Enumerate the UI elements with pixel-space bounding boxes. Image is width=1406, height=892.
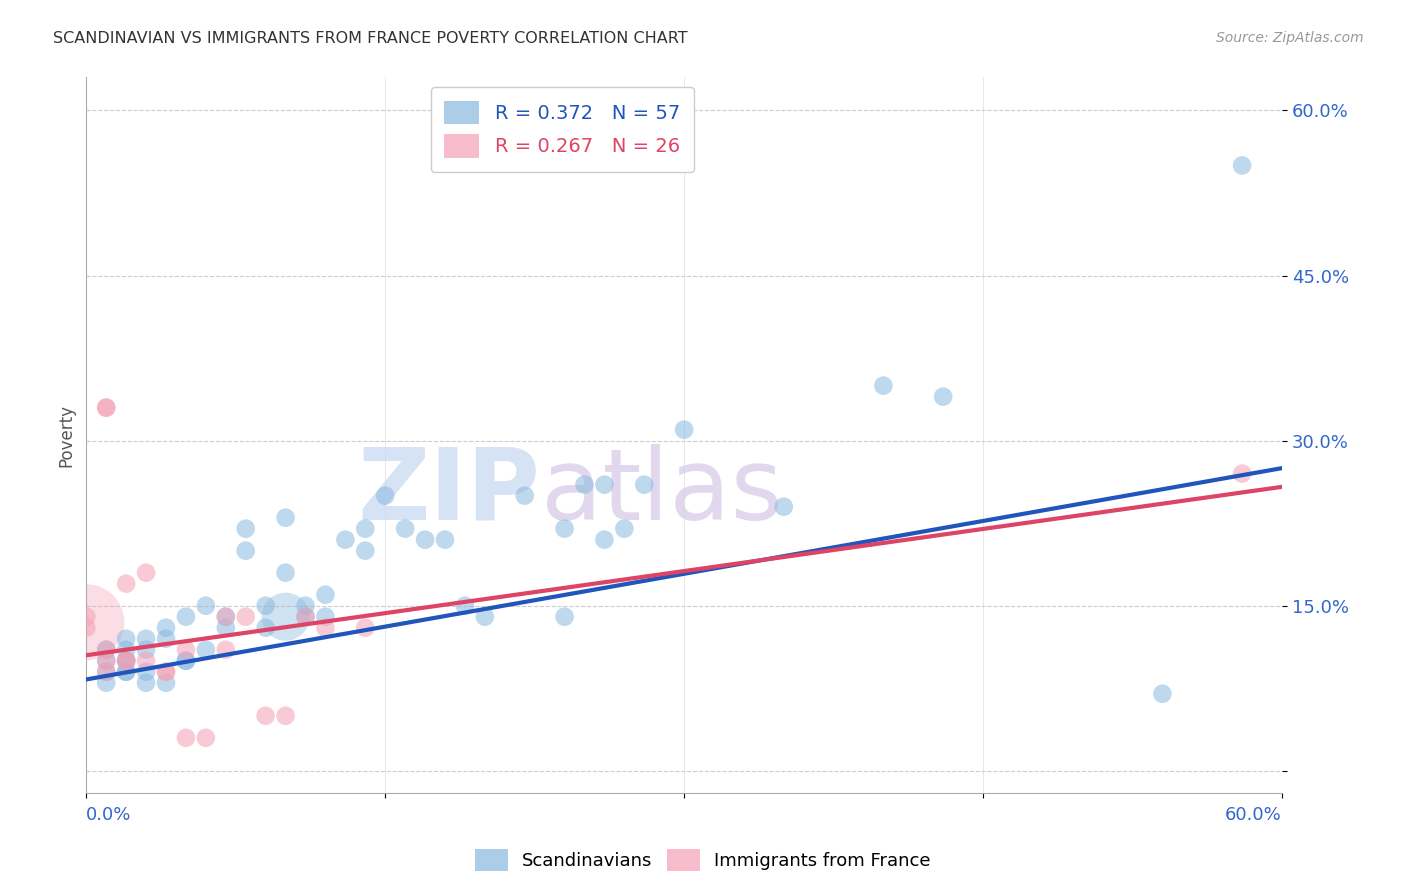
Point xyxy=(274,510,297,524)
Point xyxy=(474,609,496,624)
Point xyxy=(314,621,336,635)
Point xyxy=(135,642,157,657)
Point xyxy=(75,615,97,630)
Point xyxy=(215,621,238,635)
Point xyxy=(354,522,377,536)
Point xyxy=(314,588,336,602)
Point xyxy=(433,533,456,547)
Point xyxy=(96,665,118,679)
Point xyxy=(254,708,277,723)
Point xyxy=(235,522,257,536)
Point xyxy=(194,599,217,613)
Point xyxy=(115,654,138,668)
Point xyxy=(115,665,138,679)
Point xyxy=(254,621,277,635)
Point xyxy=(96,654,118,668)
Point xyxy=(174,731,197,745)
Point xyxy=(294,599,316,613)
Point xyxy=(96,665,118,679)
Point xyxy=(135,654,157,668)
Point xyxy=(75,609,97,624)
Point xyxy=(613,522,636,536)
Text: Source: ZipAtlas.com: Source: ZipAtlas.com xyxy=(1216,31,1364,45)
Point xyxy=(932,390,955,404)
Point xyxy=(413,533,436,547)
Point xyxy=(574,477,596,491)
Point xyxy=(96,401,118,415)
Point xyxy=(274,609,297,624)
Point xyxy=(294,609,316,624)
Point xyxy=(235,543,257,558)
Text: 0.0%: 0.0% xyxy=(86,806,132,824)
Point xyxy=(254,599,277,613)
Point xyxy=(454,599,477,613)
Point xyxy=(215,609,238,624)
Point xyxy=(1230,467,1253,481)
Point xyxy=(554,522,576,536)
Point xyxy=(135,632,157,646)
Point xyxy=(96,642,118,657)
Point xyxy=(115,654,138,668)
Legend: R = 0.372   N = 57, R = 0.267   N = 26: R = 0.372 N = 57, R = 0.267 N = 26 xyxy=(430,87,693,171)
Text: SCANDINAVIAN VS IMMIGRANTS FROM FRANCE POVERTY CORRELATION CHART: SCANDINAVIAN VS IMMIGRANTS FROM FRANCE P… xyxy=(53,31,688,46)
Point xyxy=(354,543,377,558)
Y-axis label: Poverty: Poverty xyxy=(58,403,75,467)
Point xyxy=(194,731,217,745)
Point xyxy=(513,489,536,503)
Legend: Scandinavians, Immigrants from France: Scandinavians, Immigrants from France xyxy=(468,842,938,879)
Point xyxy=(174,609,197,624)
Text: ZIP: ZIP xyxy=(357,444,541,541)
Point xyxy=(115,665,138,679)
Point xyxy=(96,401,118,415)
Point xyxy=(174,654,197,668)
Point xyxy=(174,642,197,657)
Text: atlas: atlas xyxy=(541,444,782,541)
Point xyxy=(215,642,238,657)
Point xyxy=(155,621,177,635)
Point xyxy=(274,566,297,580)
Point xyxy=(215,609,238,624)
Point xyxy=(274,708,297,723)
Point xyxy=(394,522,416,536)
Point xyxy=(135,675,157,690)
Point xyxy=(354,621,377,635)
Point xyxy=(772,500,794,514)
Point xyxy=(174,654,197,668)
Point xyxy=(872,378,894,392)
Text: 60.0%: 60.0% xyxy=(1225,806,1282,824)
Point xyxy=(115,654,138,668)
Point xyxy=(96,654,118,668)
Point xyxy=(554,609,576,624)
Point xyxy=(96,642,118,657)
Point xyxy=(235,609,257,624)
Point xyxy=(115,632,138,646)
Point xyxy=(633,477,655,491)
Point xyxy=(1230,159,1253,173)
Point xyxy=(194,642,217,657)
Point xyxy=(75,621,97,635)
Point xyxy=(135,566,157,580)
Point xyxy=(155,675,177,690)
Point xyxy=(294,609,316,624)
Point xyxy=(155,632,177,646)
Point xyxy=(155,665,177,679)
Point xyxy=(115,642,138,657)
Point xyxy=(96,675,118,690)
Point xyxy=(155,665,177,679)
Point xyxy=(115,576,138,591)
Point xyxy=(314,609,336,624)
Point xyxy=(1152,687,1174,701)
Point xyxy=(335,533,357,547)
Point xyxy=(115,654,138,668)
Point xyxy=(593,533,616,547)
Point xyxy=(593,477,616,491)
Point xyxy=(673,423,696,437)
Point xyxy=(374,489,396,503)
Point xyxy=(135,665,157,679)
